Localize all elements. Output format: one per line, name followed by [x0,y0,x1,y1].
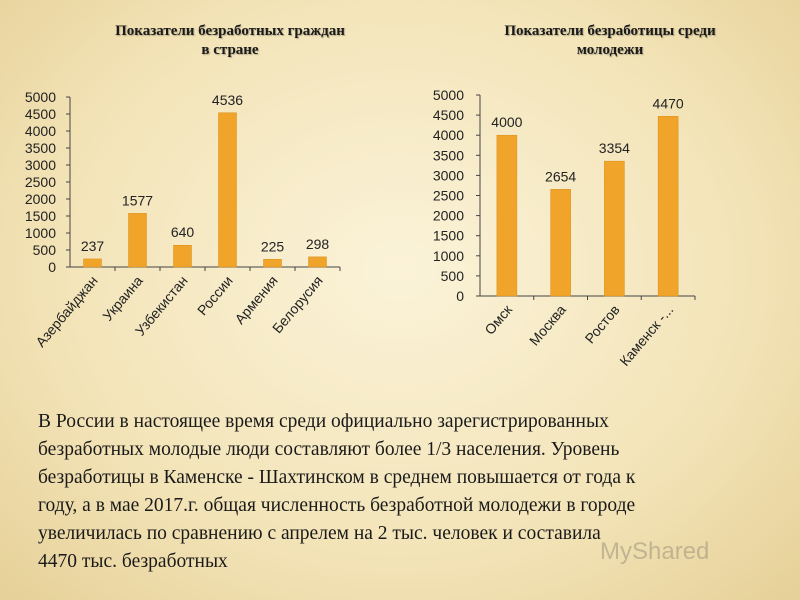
right-chart-title-line-1: Показатели безработицы среди [504,23,716,39]
left-bar [128,213,147,268]
left-data-label: 4536 [212,92,243,108]
right-y-tick-label: 4000 [433,127,464,143]
right-data-label: 4470 [653,95,684,111]
left-bar-chart: 0500100015002000250030003500400045005000… [25,89,341,350]
left-bar [173,244,192,268]
right-y-tick-label: 500 [441,268,465,284]
left-bar [263,259,282,268]
left-y-tick-label: 4000 [25,123,56,139]
right-y-tick-label: 1000 [433,248,464,264]
left-y-tick-label: 2000 [25,191,56,207]
right-bar [604,160,625,297]
right-category-label: Ростов [581,302,622,347]
left-chart-title-line-2: в стране [201,42,259,58]
left-y-tick-label: 4500 [25,106,56,122]
left-data-label: 1577 [122,192,153,208]
left-y-tick-label: 1000 [25,225,56,241]
left-y-tick-label: 3000 [25,157,56,173]
left-chart-title: Показатели безработных граждан в стране [60,22,400,60]
left-data-label: 237 [81,238,105,254]
left-category-label: Армения [231,273,280,327]
caption-line-2: безработных молодые люди составляют боле… [38,439,620,460]
right-data-label: 3354 [599,140,630,156]
left-data-label: 640 [171,224,195,240]
right-category-label: Москва [526,301,569,348]
right-bar-chart: 0 500 1000 1500 2000 2500 3000 3500 4000 4500 5000… [433,87,696,369]
right-y-tick-label: 2500 [433,188,464,204]
left-bar [308,256,327,268]
caption-line-6: 4470 тыс. безработных [38,551,228,572]
right-data-label: 4000 [491,114,522,130]
right-bar [550,189,571,297]
left-category-label: Азербайджан [32,273,101,350]
right-y-tick-label: 3500 [433,147,464,163]
left-chart-title-line-1: Показатели безработных граждан [115,23,345,39]
right-y-tick-label: 2000 [433,208,464,224]
left-data-label: 225 [261,238,285,254]
left-y-tick-label: 5000 [25,89,56,105]
left-y-tick-label: 2500 [25,174,56,190]
right-chart-title: Показатели безработицы среди молодежи [440,22,780,60]
right-bar [657,116,679,297]
left-bar [218,112,237,268]
right-y-tick-label: 1500 [433,228,464,244]
caption-line-3: безработицы в Каменске - Шахтинском в ср… [38,467,636,488]
right-y-tick-label: 5000 [433,87,464,103]
left-category-label: Украина [99,272,146,323]
left-y-tick-label: 0 [48,259,56,275]
caption-line-1: В России в настоящее время среди официал… [38,411,609,432]
right-bar [496,134,518,297]
right-category-label: Каменск -... [616,302,676,369]
right-y-tick-label: 4500 [433,107,464,123]
caption-line-5: увеличилась по сравнению с апрелем на 2 … [38,523,601,544]
left-y-tick-label: 500 [33,242,57,258]
left-y-tick-label: 3500 [25,140,56,156]
right-y-tick-label: 0 [456,288,464,304]
left-category-label: России [194,273,236,319]
left-y-tick-label: 1500 [25,208,56,224]
left-data-label: 298 [306,236,330,252]
caption-line-4: году, а в мае 2017.г. общая численность … [38,495,636,516]
left-bar [83,258,102,268]
right-category-label: Омск [481,301,515,338]
right-chart-title-line-2: молодежи [576,42,644,58]
right-y-tick-label: 3000 [433,167,464,183]
watermark-logo: MyShared [600,538,710,565]
right-data-label: 2654 [545,168,576,184]
caption-text: В России в настоящее время среди официал… [38,408,778,576]
